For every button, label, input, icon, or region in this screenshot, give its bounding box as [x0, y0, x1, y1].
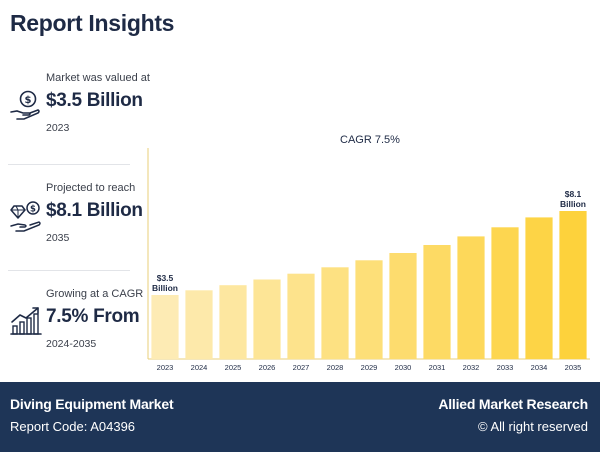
bar-2027 — [287, 273, 315, 359]
money-hand-icon: $ — [10, 90, 40, 120]
brand-name: Allied Market Research — [438, 396, 588, 412]
bar-2026 — [253, 279, 281, 359]
stat-market-value: $ Market was valued at $3.5 Billion 2023 — [8, 72, 150, 172]
x-tick-label: 2031 — [429, 363, 446, 372]
stat-label: Projected to reach — [46, 182, 136, 194]
stat-label: Market was valued at — [46, 72, 150, 84]
report-title: Diving Equipment Market — [10, 396, 174, 412]
data-label-2035: Billion — [560, 199, 586, 209]
bar-2024 — [185, 290, 213, 359]
bar-2033 — [491, 227, 519, 359]
diamond-hand-icon: $ — [10, 201, 41, 232]
stat-value: $8.1 Billion — [46, 200, 143, 221]
x-tick-label: 2026 — [259, 363, 276, 372]
bar-2028 — [321, 267, 349, 359]
stat-year: 2035 — [46, 232, 70, 244]
stat-year: 2023 — [46, 122, 70, 134]
divider — [8, 270, 130, 271]
stat-projected-value: $ Projected to reach $8.1 Billion 2035 — [8, 182, 143, 282]
x-tick-label: 2025 — [225, 363, 242, 372]
bar-2034 — [525, 217, 553, 359]
stat-label: Growing at a CAGR — [46, 288, 144, 300]
bar-2035 — [559, 211, 587, 359]
bar-2030 — [389, 253, 417, 359]
copyright: © All right reserved — [477, 419, 588, 434]
x-tick-label: 2030 — [395, 363, 412, 372]
data-label-2023: Billion — [152, 283, 178, 293]
x-tick-label: 2024 — [191, 363, 208, 372]
x-tick-label: 2029 — [361, 363, 378, 372]
svg-text:$: $ — [25, 95, 32, 106]
x-tick-label: 2034 — [531, 363, 548, 372]
stat-value: 7.5% From — [46, 306, 140, 327]
stat-cagr: Growing at a CAGR 7.5% From 2024-2035 — [8, 288, 143, 388]
x-tick-label: 2033 — [497, 363, 514, 372]
report-code: Report Code: A04396 — [10, 419, 136, 434]
x-tick-label: 2028 — [327, 363, 344, 372]
bar-chart: CAGR 7.5% 2023 2024 2025 2026 2027 2028 2029 20… — [147, 134, 590, 372]
stat-value: $3.5 Billion — [46, 90, 143, 111]
bar-2032 — [457, 236, 485, 359]
chart-title: CAGR 7.5% — [340, 134, 400, 146]
bar-2029 — [355, 260, 383, 359]
page-title: Report Insights — [10, 10, 175, 36]
bar-2023 — [151, 295, 179, 359]
x-tick-label: 2032 — [463, 363, 480, 372]
divider — [8, 164, 130, 165]
data-label-2035: $8.1 — [565, 189, 582, 199]
x-tick-label: 2035 — [565, 363, 582, 372]
x-tick-label: 2027 — [293, 363, 310, 372]
data-label-2023: $3.5 — [157, 273, 174, 283]
bar-2031 — [423, 245, 451, 359]
x-tick-label: 2023 — [157, 363, 174, 372]
stat-year: 2024-2035 — [46, 338, 97, 350]
footer: Diving Equipment Market Report Code: A04… — [0, 382, 600, 452]
svg-text:$: $ — [30, 205, 36, 215]
bar-2025 — [219, 285, 247, 359]
growth-chart-icon — [10, 307, 42, 335]
